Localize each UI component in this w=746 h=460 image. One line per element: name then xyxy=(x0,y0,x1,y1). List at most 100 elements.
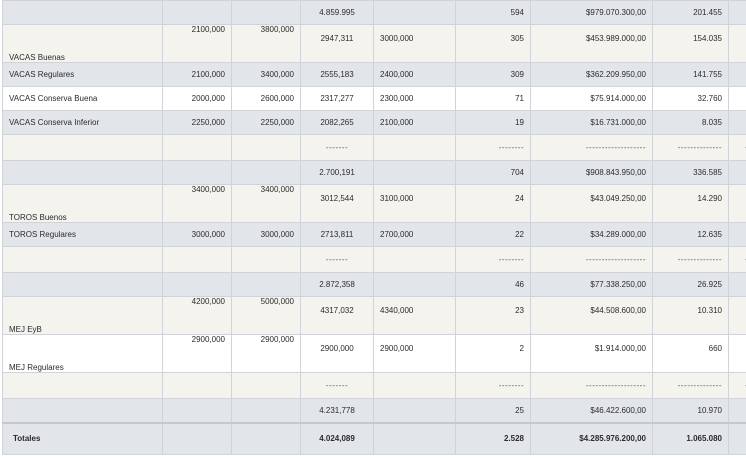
amount-cell: ------------------- xyxy=(530,246,653,273)
amount-cell: $75.914.000,00 xyxy=(530,86,653,111)
kilos-cell: 1.065.080 xyxy=(652,421,729,455)
max-price-cell xyxy=(231,372,301,399)
avg-weight-cell: 439 xyxy=(728,398,746,423)
head-count-cell: -------- xyxy=(455,134,531,161)
min-price-cell xyxy=(162,0,232,25)
head-count-cell: 2 xyxy=(455,334,531,373)
totals-row: Totales 4.024,089 2.528 $4.285.976.200,00 1.… xyxy=(2,421,746,455)
separator-row: ------- -------- ------------------- ------… xyxy=(2,372,746,399)
category-cell: VACAS Conserva Inferior xyxy=(2,110,163,135)
kilos-cell: 201.455 xyxy=(652,0,729,25)
kilos-cell: 14.290 xyxy=(652,184,729,223)
table-row: MEJ Regulares 2900,000 2900,000 2900,000 290… xyxy=(2,334,746,373)
category-cell: TOROS Regulares xyxy=(2,222,163,247)
amount-cell: ------------------- xyxy=(530,372,653,399)
min-price-cell xyxy=(162,134,232,161)
ref-price-cell xyxy=(373,0,456,25)
table-row: VACAS Buenas 2100,000 3800,000 2947,311 3000… xyxy=(2,24,746,63)
ref-price-cell xyxy=(373,134,456,161)
table-row: TOROS Regulares 3000,000 3000,000 2713,811 2… xyxy=(2,222,746,247)
min-price-cell xyxy=(162,372,232,399)
min-price-cell: 3000,000 xyxy=(162,222,232,247)
ref-price-cell: 3100,000 xyxy=(373,184,456,223)
ref-price-cell xyxy=(373,372,456,399)
separator-row: ------- -------- ------------------- ------… xyxy=(2,246,746,273)
avg-price-cell: 2900,000 xyxy=(300,334,374,373)
ref-price-cell: 2400,000 xyxy=(373,62,456,87)
max-price-cell: 3400,000 xyxy=(231,184,301,223)
avg-weight-cell: 574 xyxy=(728,222,746,247)
min-price-cell: 2100,000 xyxy=(162,24,232,63)
min-price-cell xyxy=(162,421,232,455)
category-cell xyxy=(2,160,163,185)
max-price-cell xyxy=(231,398,301,423)
avg-price-cell: 2.872,358 xyxy=(300,272,374,297)
category-cell: Totales xyxy=(2,421,163,455)
amount-cell: $77.338.250,00 xyxy=(530,272,653,297)
category-cell xyxy=(2,398,163,423)
kilos-cell: 12.635 xyxy=(652,222,729,247)
kilos-cell: 141.755 xyxy=(652,62,729,87)
max-price-cell: 2600,000 xyxy=(231,86,301,111)
avg-price-cell: 4.024,089 xyxy=(300,421,374,455)
category-cell xyxy=(2,134,163,161)
table-row: VACAS Conserva Inferior 2250,000 2250,000 2… xyxy=(2,110,746,135)
max-price-cell: 3800,000 xyxy=(231,24,301,63)
avg-price-cell: 2555,183 xyxy=(300,62,374,87)
min-price-cell: 2000,000 xyxy=(162,86,232,111)
ref-price-cell: 2700,000 xyxy=(373,222,456,247)
head-count-cell: 309 xyxy=(455,62,531,87)
max-price-cell xyxy=(231,0,301,25)
kilos-cell: 10.970 xyxy=(652,398,729,423)
avg-weight-cell: 478 xyxy=(728,160,746,185)
max-price-cell: 3400,000 xyxy=(231,62,301,87)
max-price-cell: 2900,000 xyxy=(231,334,301,373)
avg-weight-cell: ------ xyxy=(728,372,746,399)
ref-price-cell xyxy=(373,160,456,185)
amount-cell: $43.049.250,00 xyxy=(530,184,653,223)
head-count-cell: 704 xyxy=(455,160,531,185)
avg-weight-cell: ------ xyxy=(728,134,746,161)
head-count-cell: 23 xyxy=(455,296,531,335)
avg-price-cell: 2947,311 xyxy=(300,24,374,63)
head-count-cell: 22 xyxy=(455,222,531,247)
avg-price-cell: ------- xyxy=(300,246,374,273)
category-cell: MEJ EyB xyxy=(2,296,163,335)
separator-row: ------- -------- ------------------- ------… xyxy=(2,134,746,161)
head-count-cell: -------- xyxy=(455,372,531,399)
amount-cell: ------------------- xyxy=(530,134,653,161)
table-row: VACAS Conserva Buena 2000,000 2600,000 2317… xyxy=(2,86,746,111)
avg-weight-cell: 505 xyxy=(728,24,746,63)
kilos-cell: 8.035 xyxy=(652,110,729,135)
ref-price-cell xyxy=(373,421,456,455)
max-price-cell xyxy=(231,246,301,273)
amount-cell: $34.289.000,00 xyxy=(530,222,653,247)
avg-price-cell: 2.700,191 xyxy=(300,160,374,185)
min-price-cell: 2900,000 xyxy=(162,334,232,373)
table-row: VACAS Regulares 2100,000 3400,000 2555,183 2… xyxy=(2,62,746,87)
table-row: MEJ EyB 4200,000 5000,000 4317,032 4340,000 2… xyxy=(2,296,746,335)
category-cell: VACAS Regulares xyxy=(2,62,163,87)
amount-cell: $4.285.976.200,00 xyxy=(530,421,653,455)
avg-price-cell: 4.859.995 xyxy=(300,0,374,25)
max-price-cell xyxy=(231,134,301,161)
category-cell: MEJ Regulares xyxy=(2,334,163,373)
head-count-cell: 71 xyxy=(455,86,531,111)
max-price-cell xyxy=(231,160,301,185)
avg-price-cell: 4317,032 xyxy=(300,296,374,335)
kilos-cell: 32.760 xyxy=(652,86,729,111)
category-cell: TOROS Buenos xyxy=(2,184,163,223)
avg-price-cell: ------- xyxy=(300,134,374,161)
amount-cell: $1.914.000,00 xyxy=(530,334,653,373)
kilos-cell: -------------- xyxy=(652,134,729,161)
ref-price-cell xyxy=(373,246,456,273)
kilos-cell: 154.035 xyxy=(652,24,729,63)
category-cell xyxy=(2,272,163,297)
kilos-cell: 10.310 xyxy=(652,296,729,335)
min-price-cell xyxy=(162,160,232,185)
ref-price-cell: 2300,000 xyxy=(373,86,456,111)
